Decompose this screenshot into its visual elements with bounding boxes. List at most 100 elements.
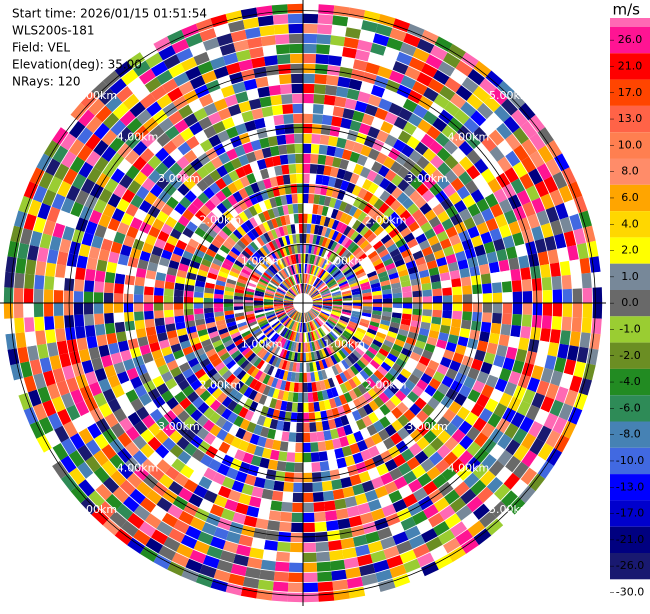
noise-cell <box>501 313 512 325</box>
noise-cell <box>173 296 184 303</box>
noise-cell <box>591 318 602 335</box>
noise-cell <box>223 303 234 308</box>
noise-cell <box>347 401 358 412</box>
noise-cell <box>346 182 356 194</box>
noise-cell <box>132 156 147 171</box>
noise-cell <box>207 211 219 223</box>
noise-cell <box>187 391 199 403</box>
noise-cell <box>362 415 373 427</box>
noise-cell <box>308 244 313 254</box>
noise-cell <box>292 203 299 214</box>
noise-cell <box>342 305 353 309</box>
noise-cell <box>400 75 417 90</box>
noise-cell <box>177 215 190 227</box>
noise-cell <box>301 312 303 323</box>
noise-cell <box>342 547 357 559</box>
noise-cell <box>224 499 239 512</box>
noise-cell <box>249 217 258 228</box>
noise-cell <box>215 190 227 202</box>
noise-cell <box>352 219 362 231</box>
noise-cell <box>85 455 101 473</box>
noise-cell <box>315 329 321 339</box>
noise-cell <box>339 66 353 78</box>
noise-cell <box>456 125 473 141</box>
noise-cell <box>281 501 293 512</box>
noise-cell <box>424 209 437 222</box>
noise-cell <box>532 290 543 303</box>
noise-cell <box>278 64 291 75</box>
noise-cell <box>271 104 284 116</box>
noise-cell <box>278 226 285 237</box>
noise-cell <box>158 256 170 267</box>
noise-cell <box>436 444 451 459</box>
noise-cell <box>274 227 282 238</box>
noise-cell <box>346 325 356 333</box>
noise-cell <box>303 542 316 553</box>
noise-cell <box>422 481 438 496</box>
noise-cell <box>323 260 330 270</box>
noise-cell <box>156 69 173 85</box>
noise-cell <box>255 76 269 88</box>
noise-cell <box>322 306 332 310</box>
noise-cell <box>558 185 573 203</box>
noise-cell <box>297 392 303 403</box>
noise-cell <box>313 266 319 276</box>
noise-cell <box>425 536 443 552</box>
noise-cell <box>93 466 110 484</box>
noise-cell <box>213 298 224 303</box>
noise-cell <box>29 359 43 376</box>
noise-cell <box>380 376 392 388</box>
noise-cell <box>285 307 295 313</box>
noise-cell <box>83 303 94 315</box>
noise-cell <box>270 280 279 287</box>
noise-cell <box>332 306 342 310</box>
noise-cell <box>567 181 583 200</box>
noise-cell <box>85 150 101 167</box>
noise-cell <box>286 452 296 462</box>
noise-cell <box>422 296 433 303</box>
noise-cell <box>282 225 289 236</box>
noise-cell <box>308 287 316 296</box>
noise-cell <box>312 104 324 114</box>
noise-cell <box>563 230 577 247</box>
noise-cell <box>357 502 371 515</box>
noise-cell <box>251 270 262 278</box>
noise-cell <box>229 218 241 229</box>
noise-cell <box>428 451 443 466</box>
noise-cell <box>219 266 230 275</box>
noise-cell <box>383 437 396 450</box>
noise-cell <box>312 304 323 306</box>
noise-cell <box>225 373 237 385</box>
noise-cell <box>249 256 259 266</box>
noise-cell <box>352 398 363 410</box>
noise-cell <box>327 65 341 76</box>
noise-cell <box>263 479 275 490</box>
noise-cell <box>345 567 361 579</box>
noise-cell <box>163 54 181 70</box>
noise-cell <box>245 151 257 163</box>
noise-cell <box>256 158 267 170</box>
noise-cell <box>291 193 298 204</box>
colorbar-unit: m/s <box>613 1 641 19</box>
noise-cell <box>33 403 48 421</box>
noise-cell <box>194 248 205 259</box>
noise-cell <box>420 276 431 285</box>
noise-cell <box>330 208 339 219</box>
noise-cell <box>243 398 254 410</box>
noise-cell <box>352 483 365 496</box>
noise-cell <box>569 331 581 347</box>
noise-cell <box>303 412 310 423</box>
noise-cell <box>104 178 119 193</box>
noise-cell <box>140 458 156 474</box>
noise-cell <box>184 308 194 316</box>
noise-cell <box>423 176 437 190</box>
noise-cell <box>297 203 303 214</box>
noise-cell <box>361 288 372 294</box>
noise-cell <box>113 408 127 423</box>
noise-cell <box>100 238 113 252</box>
noise-cell <box>47 342 59 357</box>
noise-cell <box>203 232 214 244</box>
noise-cell <box>81 178 96 194</box>
noise-cell <box>344 496 358 508</box>
noise-cell <box>389 564 407 578</box>
